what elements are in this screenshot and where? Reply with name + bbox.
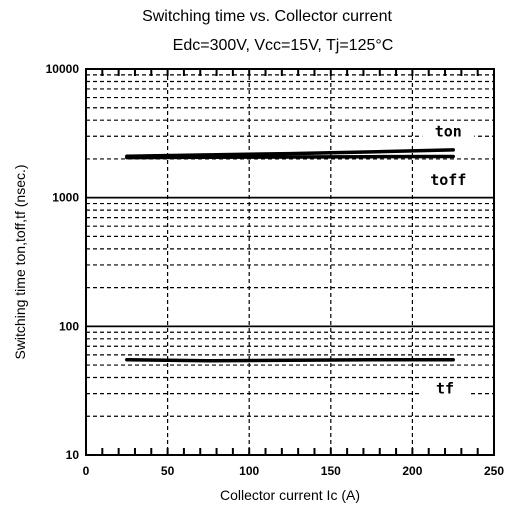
y-tick-label: 100: [59, 319, 79, 333]
series-label-toff: toff: [430, 171, 466, 189]
series-label-tf: tf: [436, 380, 454, 398]
grid: [86, 69, 494, 455]
y-axis-label: Switching time ton,toff,tf (nsec.): [12, 164, 28, 359]
y-tick-label: 10000: [46, 62, 80, 76]
series-label-background: [419, 380, 472, 398]
x-tick-label: 200: [402, 464, 422, 478]
y-tick-label: 10: [66, 448, 80, 462]
x-tick-label: 100: [239, 464, 259, 478]
chart-title: Switching time vs. Collector current: [142, 8, 392, 25]
series-label-ton: ton: [435, 122, 462, 140]
axis-ticks: [101, 69, 479, 455]
x-tick-label: 0: [83, 464, 90, 478]
y-tick-label: 1000: [52, 191, 79, 205]
plot-frame: [85, 68, 495, 456]
x-axis-label: Collector current Ic (A): [220, 487, 360, 503]
x-tick-label: 150: [321, 464, 341, 478]
series-line-toff: [125, 154, 455, 160]
chart-subtitle: Edc=300V, Vcc=15V, Tj=125°C: [173, 37, 394, 54]
series-lines: [125, 148, 455, 363]
x-tick-label: 50: [161, 464, 175, 478]
series-line-ton: [125, 148, 455, 158]
x-tick-label: 250: [484, 464, 504, 478]
series-line-tf: [125, 357, 455, 363]
series-label-background: [422, 123, 475, 141]
tick-labels: 0 50 100 150 200 250 10 100 1000 10000 ton toff tf: [46, 62, 505, 478]
series-label-background: [422, 172, 475, 190]
